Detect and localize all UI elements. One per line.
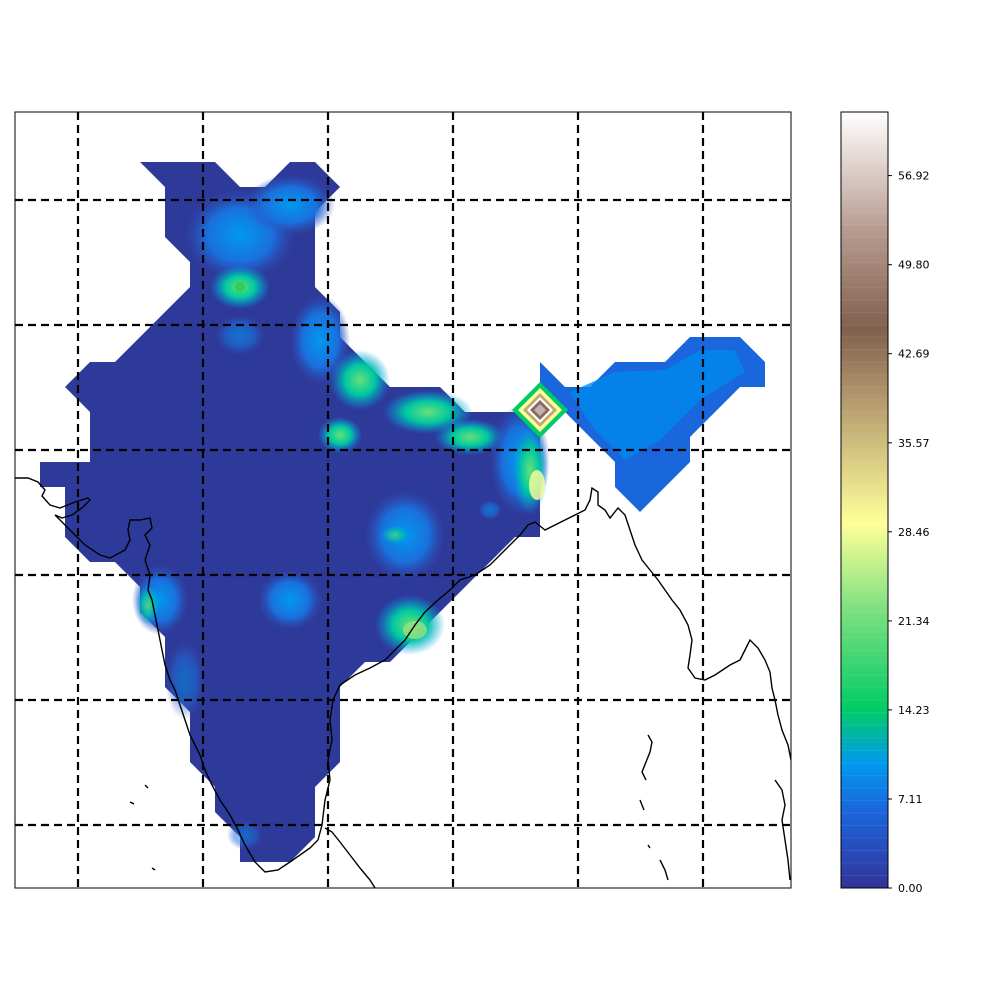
colorbar-tick-label: 35.57: [898, 437, 930, 450]
colorbar-tick-label: 42.69: [898, 348, 930, 361]
east-coastline: [317, 486, 791, 841]
coastline: [15, 477, 791, 888]
sri-lanka-coast: [324, 827, 376, 888]
contour-fill: [40, 162, 765, 862]
colorbar-tick-label: 7.11: [898, 793, 923, 806]
colorbar-tick-label: 56.92: [898, 170, 930, 183]
colorbar: 0.00 7.11 14.23 21.34 28.46 35.57 42.69 49.80 56…: [840, 111, 930, 895]
northeast-hotspot: [512, 382, 568, 438]
map-frame: [14, 111, 792, 889]
colorbar-tick-label: 49.80: [898, 259, 930, 272]
colorbar-tick-label: 0.00: [898, 882, 923, 895]
colorbar-bands: [841, 124, 888, 876]
west-coastline: [15, 477, 319, 873]
colorbar-frame: [840, 111, 889, 889]
gangetic-hotspot-1: [330, 350, 390, 410]
andaman-islands: [639, 734, 669, 881]
colorbar-tick-label: 14.23: [898, 704, 930, 717]
india-mainland-region: [40, 162, 540, 862]
colorbar-tick-label: 21.34: [898, 615, 930, 628]
map-axes: [14, 111, 792, 889]
colorbar-ticks: 0.00 7.11 14.23 21.34 28.46 35.57 42.69 49.80 56…: [888, 170, 930, 895]
colorbar-gradient: [841, 112, 888, 888]
colorbar-tick-label: 28.46: [898, 526, 930, 539]
